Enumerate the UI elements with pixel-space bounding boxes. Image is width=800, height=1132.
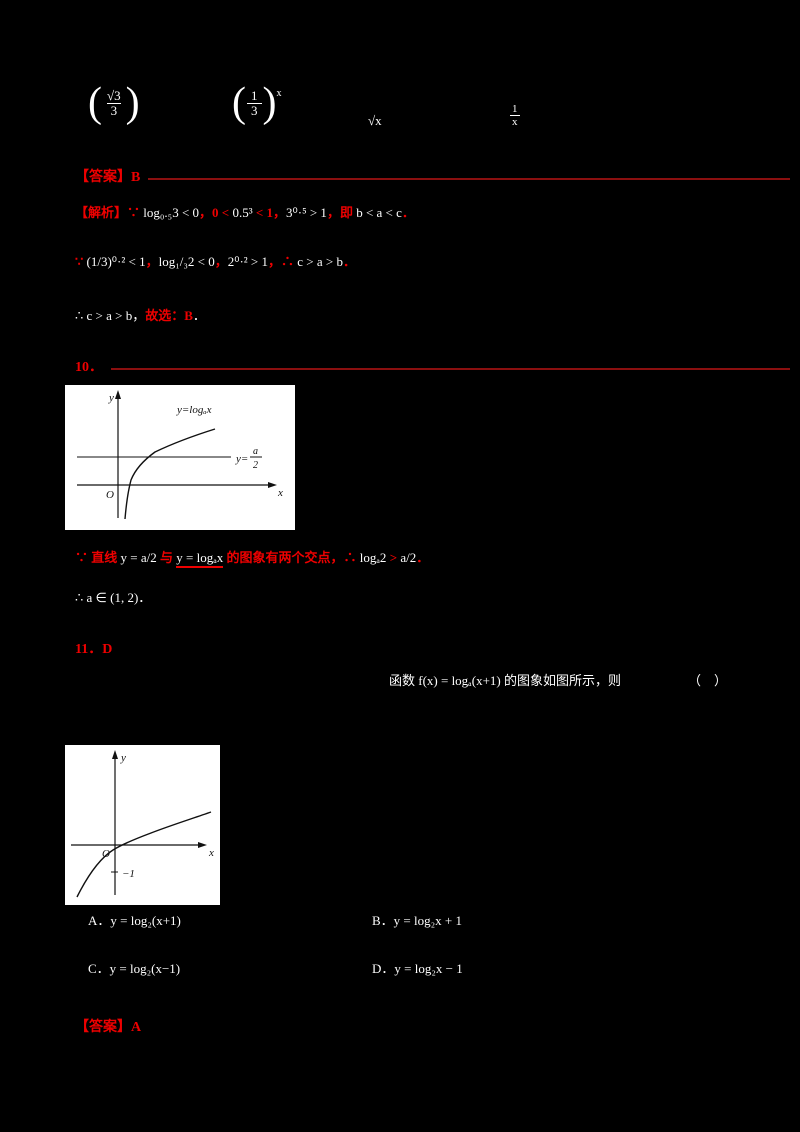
solution-line-3: ∴ c > a > b，故选：B．: [75, 306, 206, 327]
hline-label-denominator: 2: [253, 460, 258, 471]
solution-line-4: ∵ 直线 y = a/2 与 y = logₐx 的图象有两个交点，∴ logₐ…: [75, 548, 429, 569]
answer-blank-parens: （ ）: [688, 670, 727, 689]
left-paren: (: [88, 80, 102, 126]
option-d-text: D．y = log₂x − 1: [372, 961, 463, 976]
curve-label: y=logₐx: [176, 404, 212, 416]
answer-heading-1: 【答案】B: [75, 166, 790, 186]
math-segment-underlined: y = logₐx: [176, 550, 224, 568]
option-b: B．y = log₂x + 1: [372, 910, 462, 929]
origin-label: O: [102, 848, 110, 860]
math-segment: a/2: [400, 550, 417, 565]
math-segment: 与: [156, 550, 177, 565]
math-segment: log₁/₃2 < 0: [158, 254, 215, 269]
y-axis-label: y: [108, 392, 114, 404]
solution-line-5: ∴ a ∈ (1, 2)．: [75, 588, 151, 609]
fraction-denominator: x: [510, 115, 520, 129]
math-segment: 0.5³: [232, 205, 253, 220]
fraction-denominator: 3: [247, 103, 262, 119]
math-segment: ∴ a ∈ (1, 2)．: [75, 590, 152, 605]
blank-text: （ ）: [688, 673, 728, 688]
math-segment: 【解析】∵: [75, 205, 144, 220]
log-curve: [124, 428, 216, 520]
option-b-text: B．y = log₂x + 1: [372, 913, 462, 928]
hline-label-prefix: y=: [235, 453, 248, 465]
solution-line-1: 【解析】∵ log₀.₅3 < 0，0 < 0.5³ < 1，3⁰·⁵ > 1，…: [75, 203, 415, 224]
math-segment: ，∴: [268, 254, 298, 269]
item-heading-10: 10．: [75, 356, 790, 376]
math-segment: b < a < c: [356, 205, 402, 220]
math-segment: ，即: [326, 205, 357, 220]
math-segment: y = a/2: [120, 550, 157, 565]
heading-rule: [148, 177, 790, 180]
graph-svg-2: −1 y x O: [71, 750, 214, 898]
math-segment: ∴ c > a > b，: [75, 308, 146, 323]
math-segment: >: [386, 550, 401, 565]
math-segment: ∵: [75, 254, 87, 269]
fraction-numerator: 1: [251, 87, 258, 103]
option-a-text: A．y = log₂(x+1): [88, 913, 181, 928]
math-segment: ．: [192, 308, 206, 323]
math-segment: < 1，: [252, 205, 287, 220]
math-segment: log₀.₅3 < 0: [143, 205, 200, 220]
math-segment: 2⁰·² > 1: [227, 254, 269, 269]
math-segment: 3⁰·⁵ > 1: [286, 205, 327, 220]
y-axis-arrow: [115, 390, 121, 399]
answer-label: 【答案】B: [75, 170, 141, 185]
option-c: C．y = log₂(x−1): [88, 958, 180, 977]
math-segment: ，0 <: [199, 205, 233, 220]
right-paren: ): [262, 80, 277, 126]
question-stem: 函数 f(x) = logₐ(x+1) 的图象如图所示，则: [340, 670, 670, 689]
y-axis-label: y: [120, 752, 126, 764]
math-segment: 故选：B: [145, 308, 193, 323]
origin-label: O: [106, 489, 114, 501]
left-paren: (: [232, 80, 246, 126]
x-axis-label: x: [277, 487, 283, 499]
right-paren: ): [125, 80, 140, 126]
stem-text: 函数 f(x) = logₐ(x+1) 的图象如图所示，则: [389, 673, 621, 688]
math-segment: ．: [342, 254, 356, 269]
fraction: √3 3: [103, 87, 125, 120]
math-segment: ∵ 直线: [75, 550, 121, 565]
graph-figure-log-shift: −1 y x O: [65, 745, 220, 905]
math-fragment-3: √x: [368, 113, 382, 129]
math-segment: ，: [145, 254, 159, 269]
hline-label-numerator: a: [253, 446, 258, 457]
x-axis-arrow: [198, 842, 207, 848]
exponent: x: [276, 88, 282, 99]
graph-svg-1: y x O y=logₐx y= a 2: [77, 390, 283, 520]
option-a: A．y = log₂(x+1): [88, 910, 181, 929]
item-heading-11: 11．D: [75, 638, 112, 658]
fraction-numerator: √3: [107, 87, 121, 103]
math-segment: logₐ2: [359, 550, 387, 565]
fraction-denominator: 3: [106, 103, 122, 119]
log-curve: [76, 811, 212, 898]
math-text: √x: [368, 113, 382, 128]
math-segment: ．: [401, 205, 415, 220]
math-segment: ．: [416, 550, 430, 565]
math-segment: c > a > b: [297, 254, 343, 269]
item-number-and-answer: 11．D: [75, 642, 113, 657]
solution-line-2: ∵ (1/3)⁰·² < 1，log₁/₃2 < 0，2⁰·² > 1，∴ c …: [75, 252, 356, 273]
heading-rule: [111, 367, 790, 370]
math-segment: (1/3)⁰·² < 1: [86, 254, 146, 269]
neg-one-label: −1: [122, 868, 135, 880]
answer-heading-2: 【答案】A: [75, 1016, 141, 1036]
x-axis-label: x: [208, 847, 214, 859]
graph-figure-log-ax: y x O y=logₐx y= a 2: [65, 385, 295, 530]
option-c-text: C．y = log₂(x−1): [88, 961, 181, 976]
option-d: D．y = log₂x − 1: [372, 958, 463, 977]
x-axis-arrow: [268, 482, 277, 488]
math-fragment-1: ( √3 3 ): [88, 80, 140, 126]
math-fragment-2: ( 1 3 ) x: [232, 80, 282, 126]
fraction: 1 x: [510, 103, 520, 128]
item-number: 10．: [75, 360, 103, 375]
math-fragment-4: 1 x: [508, 103, 522, 128]
y-axis-arrow: [112, 750, 118, 759]
math-segment: 的图象有两个交点，∴: [223, 550, 360, 565]
fraction-numerator: 1: [512, 103, 518, 115]
math-segment: ，: [214, 254, 228, 269]
fraction: 1 3: [247, 87, 262, 120]
answer-label: 【答案】A: [75, 1020, 142, 1035]
